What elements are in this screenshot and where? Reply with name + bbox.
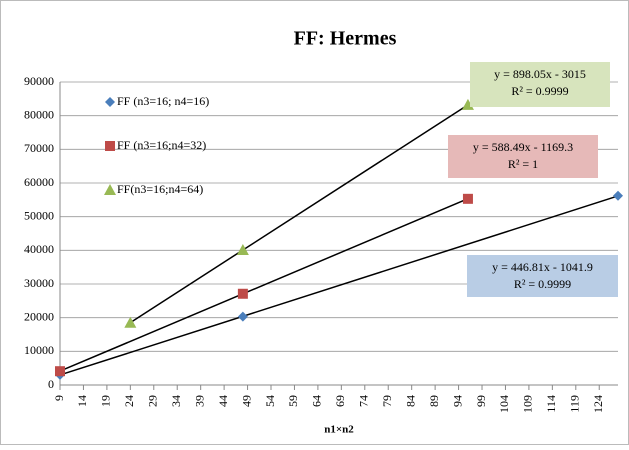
marker: [613, 190, 623, 201]
y-tick-label: 40000: [24, 242, 54, 256]
x-tick-label: 54: [263, 395, 277, 407]
trendline-equation: y = 898.05x - 3015: [494, 67, 586, 81]
x-tick-label: 19: [99, 395, 113, 407]
x-tick-label: 74: [357, 395, 371, 407]
x-tick-label: 39: [192, 395, 206, 407]
legend-marker: [105, 141, 115, 151]
marker: [237, 288, 248, 299]
marker: [124, 316, 137, 328]
y-tick-label: 50000: [24, 208, 54, 222]
legend-label: FF (n3=16;n4=32): [117, 138, 206, 152]
x-tick-label: 84: [403, 395, 417, 407]
x-tick-label: 24: [122, 395, 136, 407]
x-tick-label: 59: [286, 395, 300, 407]
y-tick-label: 0: [48, 377, 54, 391]
equation-box: [467, 255, 618, 297]
marker: [461, 98, 474, 110]
x-tick-label: 99: [474, 395, 488, 407]
x-tick-label: 114: [544, 395, 558, 413]
x-tick-label: 34: [169, 395, 183, 407]
trendline-equation: y = 588.49x - 1169.3: [473, 140, 573, 154]
y-tick-label: 80000: [24, 107, 54, 121]
marker: [55, 366, 65, 377]
y-tick-label: 30000: [24, 276, 54, 290]
trendline: [59, 198, 469, 372]
y-tick-label: 90000: [24, 74, 54, 88]
legend-label: FF (n3=16; n4=16): [117, 94, 209, 108]
x-tick-label: 109: [521, 395, 535, 413]
x-tick-label: 94: [450, 395, 464, 407]
y-tick-label: 20000: [24, 309, 54, 323]
trendline: [129, 104, 469, 324]
equation-box: [470, 62, 610, 107]
x-tick-label: 14: [75, 395, 89, 407]
marker: [462, 193, 473, 204]
x-tick-label: 124: [591, 395, 605, 413]
x-tick-label: 29: [146, 395, 160, 407]
x-tick-label: 44: [216, 395, 230, 407]
trendline-r2: R² = 1: [508, 157, 538, 171]
x-axis-label: n1×n2: [324, 424, 354, 436]
y-tick-label: 70000: [24, 141, 54, 155]
marker: [236, 243, 249, 255]
equation-box: [448, 135, 598, 178]
trendline-r2: R² = 0.9999: [514, 277, 571, 291]
x-tick-label: 89: [427, 395, 441, 407]
trendline-r2: R² = 0.9999: [511, 84, 568, 98]
x-tick-label: 104: [497, 395, 511, 413]
marker: [237, 311, 248, 322]
y-tick-label: 60000: [24, 175, 54, 189]
y-tick-label: 10000: [24, 343, 54, 357]
x-tick-label: 119: [568, 395, 582, 413]
chart-title: FF: Hermes: [294, 28, 397, 50]
x-tick-label: 69: [333, 395, 347, 407]
legend-marker: [104, 184, 116, 195]
legend-label: FF(n3=16;n4=64): [117, 182, 203, 196]
trendline-equation: y = 446.81x - 1041.9: [492, 260, 593, 274]
x-tick-label: 79: [380, 395, 394, 407]
x-tick-label: 49: [239, 395, 253, 407]
x-tick-label: 64: [310, 395, 324, 407]
x-tick-label: 9: [52, 395, 66, 401]
legend-marker: [105, 97, 115, 107]
trendline: [59, 195, 619, 376]
